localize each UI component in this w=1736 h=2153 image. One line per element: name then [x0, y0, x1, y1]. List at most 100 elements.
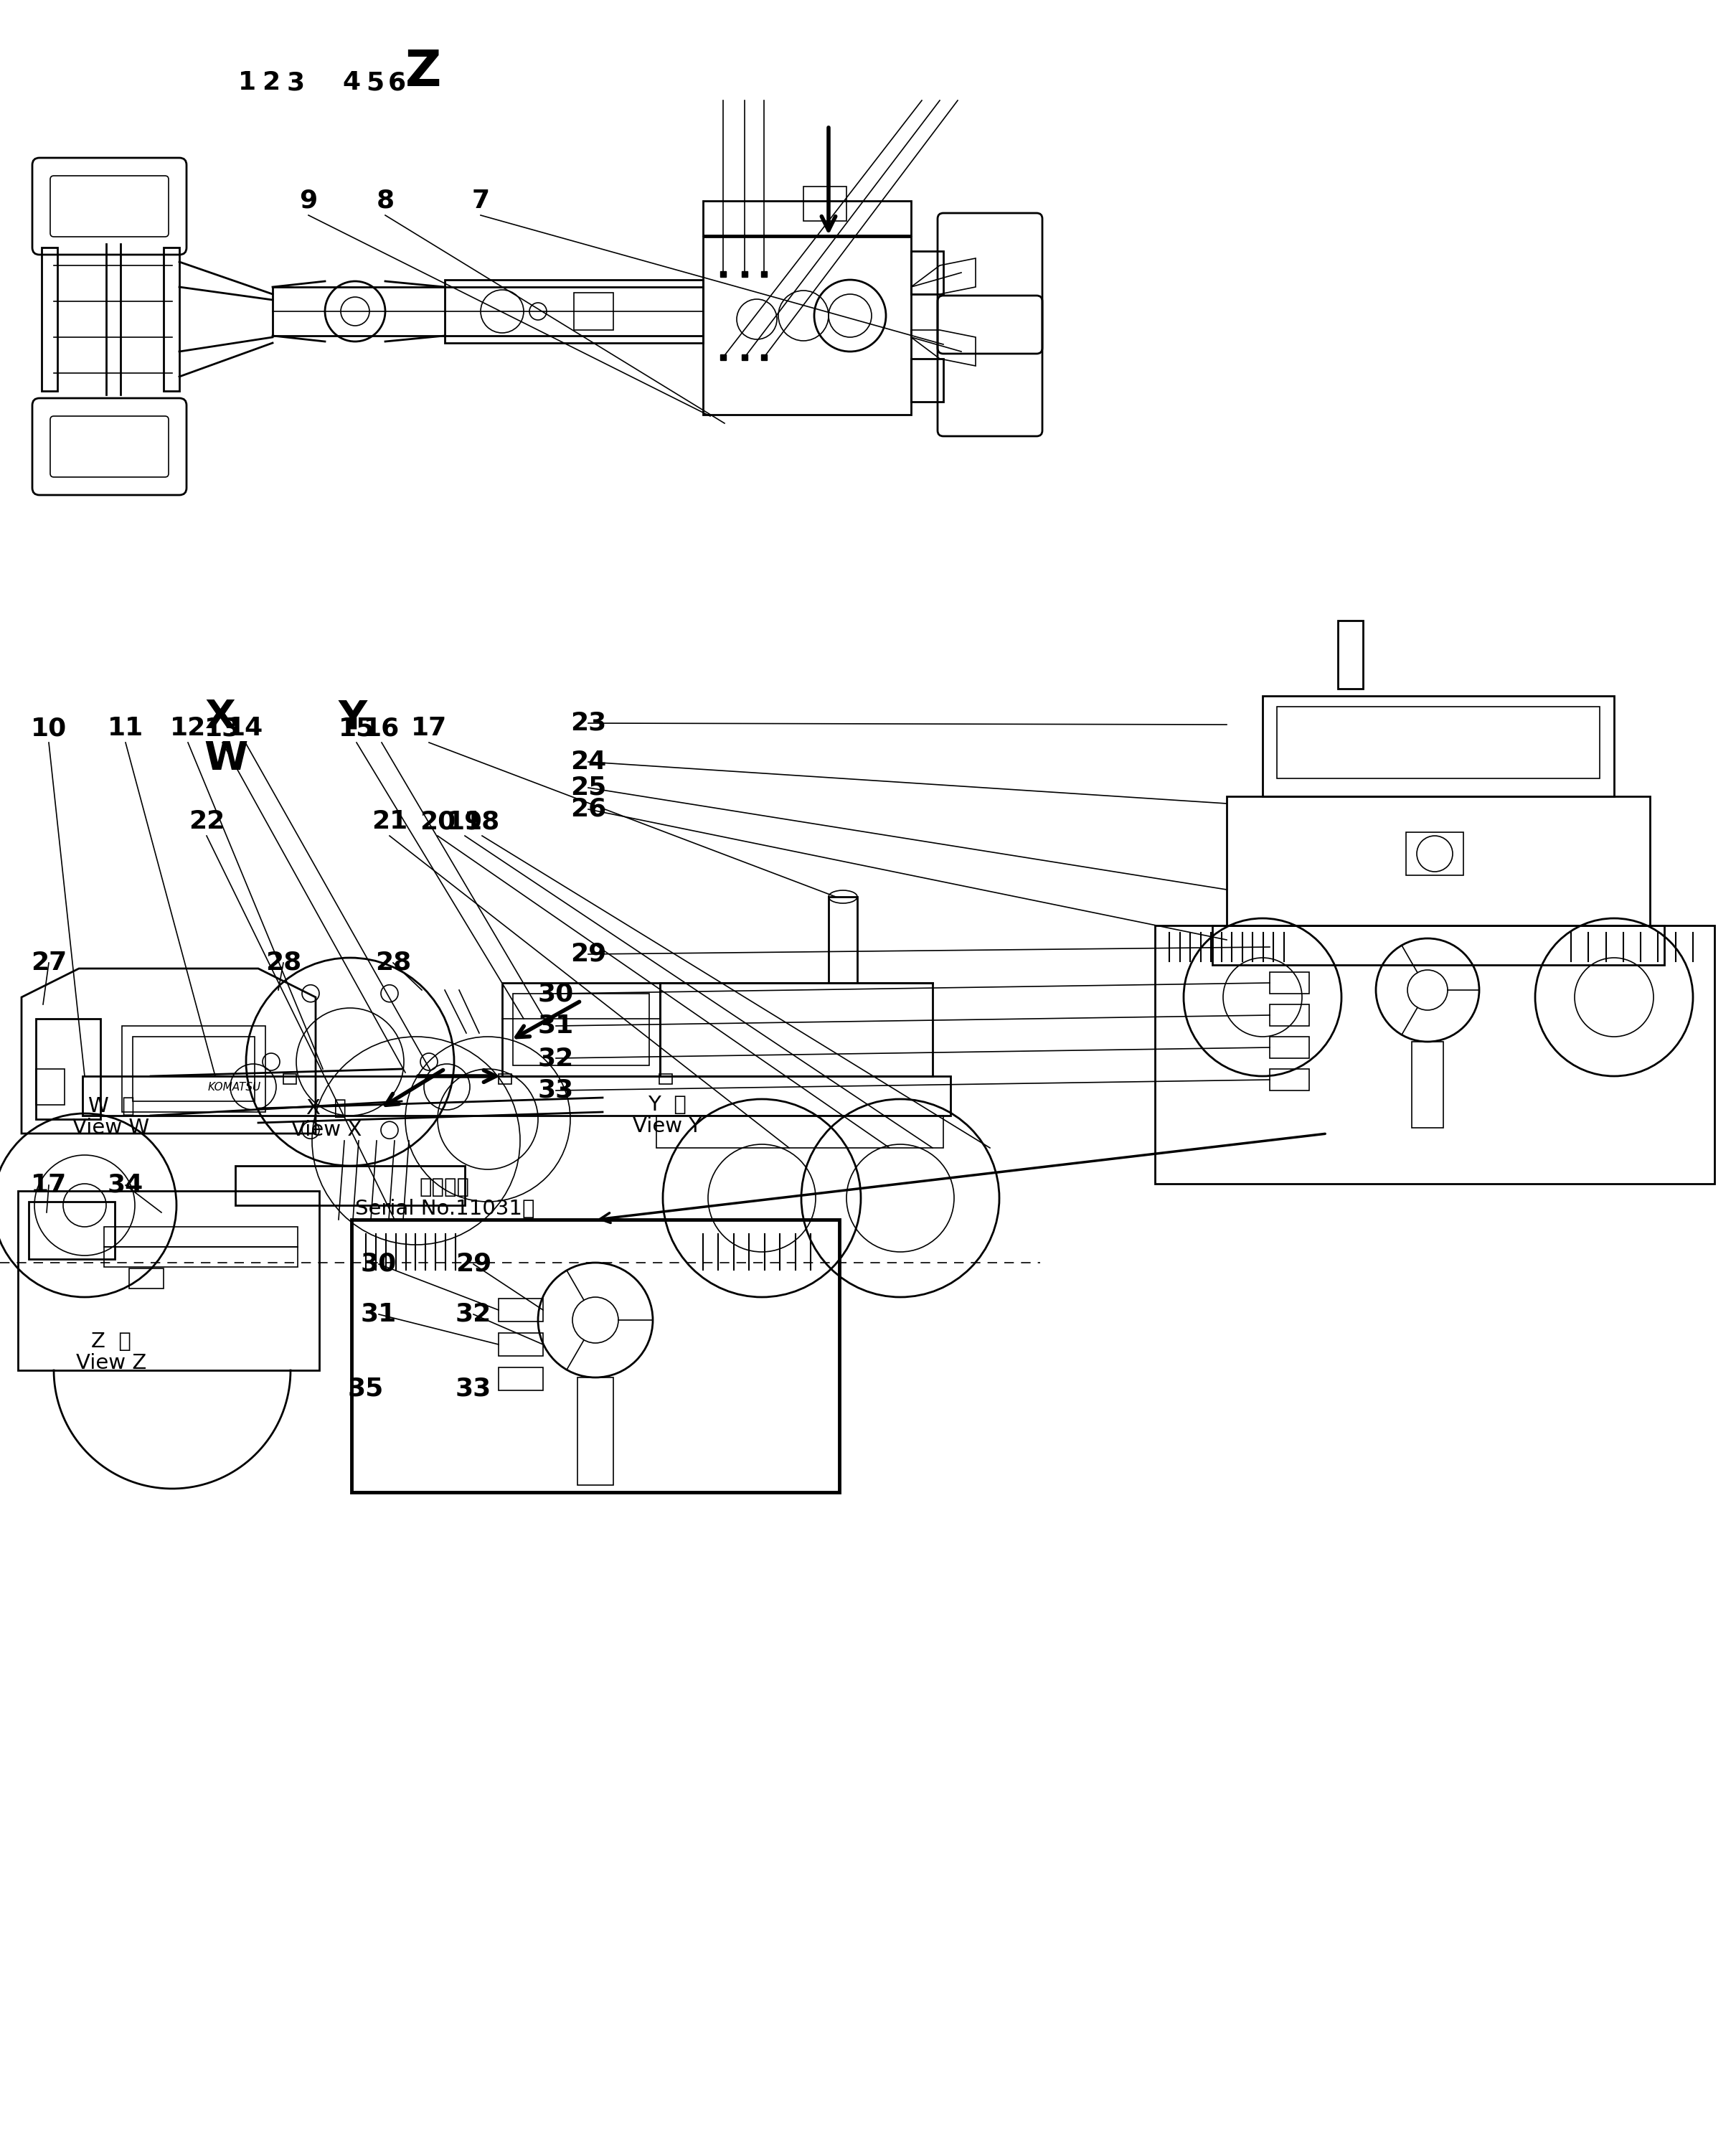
Text: 3: 3	[286, 71, 304, 95]
Text: View W: View W	[73, 1117, 149, 1137]
Bar	[104, 1247, 297, 1266]
Bar	[36, 1070, 64, 1104]
Text: 2: 2	[262, 71, 279, 95]
Bar	[512, 995, 649, 1066]
Text: 28: 28	[266, 952, 302, 975]
Bar	[128, 1268, 163, 1287]
Text: Y: Y	[339, 698, 368, 736]
Bar	[1227, 797, 1649, 926]
Bar	[1212, 926, 1665, 965]
Bar	[283, 1074, 297, 1083]
Text: View Z: View Z	[76, 1352, 146, 1374]
Text: W  視: W 視	[89, 1096, 134, 1115]
Bar	[720, 355, 726, 360]
Text: 4: 4	[342, 71, 361, 95]
Bar	[1269, 1070, 1309, 1089]
Text: 15: 15	[339, 717, 375, 741]
Bar	[660, 984, 932, 1076]
Text: 20: 20	[420, 810, 455, 833]
Bar	[1154, 926, 1715, 1184]
Text: 30: 30	[538, 982, 575, 1005]
Text: 32: 32	[455, 1303, 491, 1326]
Bar	[132, 1038, 255, 1100]
Text: 14: 14	[227, 717, 264, 741]
Text: 35: 35	[347, 1376, 384, 1399]
Bar	[42, 248, 57, 392]
Bar	[17, 1191, 319, 1369]
Bar	[760, 271, 767, 278]
Bar	[720, 271, 726, 278]
Text: 25: 25	[569, 775, 606, 801]
Text: X  視: X 視	[306, 1098, 347, 1117]
Text: 30: 30	[361, 1251, 398, 1277]
Bar	[444, 280, 703, 342]
Text: 26: 26	[569, 797, 606, 822]
Bar	[703, 200, 911, 235]
Bar	[1338, 620, 1363, 689]
Text: Y  視: Y 視	[648, 1094, 686, 1115]
Text: X: X	[205, 698, 236, 736]
Text: 23: 23	[569, 710, 606, 736]
Text: 31: 31	[538, 1014, 575, 1038]
Text: 適用号機: 適用号機	[420, 1178, 470, 1197]
Bar	[163, 248, 179, 392]
Text: 12: 12	[170, 717, 207, 741]
Bar	[578, 1378, 613, 1486]
Text: 18: 18	[464, 810, 500, 833]
Text: 13: 13	[205, 717, 240, 741]
Text: 1: 1	[238, 71, 257, 95]
Text: 21: 21	[372, 810, 408, 833]
Text: 31: 31	[361, 1303, 398, 1326]
Bar	[36, 1018, 101, 1120]
Text: 29: 29	[455, 1251, 491, 1277]
Text: View Y: View Y	[632, 1115, 701, 1137]
Bar	[1269, 973, 1309, 995]
Text: 19: 19	[446, 810, 483, 833]
Text: 17: 17	[31, 1173, 66, 1197]
Bar	[911, 252, 943, 295]
Bar	[104, 1227, 297, 1247]
Bar	[83, 1076, 951, 1115]
Text: 33: 33	[455, 1376, 491, 1399]
Bar	[804, 187, 847, 222]
Text: 29: 29	[569, 943, 606, 967]
Text: 5: 5	[366, 71, 384, 95]
Bar	[351, 1219, 838, 1492]
Bar	[1411, 1042, 1443, 1128]
Bar	[236, 1165, 465, 1206]
Text: Z: Z	[404, 47, 441, 95]
Text: 16: 16	[363, 717, 399, 741]
Bar	[122, 1027, 266, 1111]
Bar	[1269, 1005, 1309, 1027]
Bar	[656, 1115, 943, 1148]
Bar	[741, 271, 748, 278]
Bar	[498, 1367, 543, 1391]
Bar	[1269, 1038, 1309, 1059]
Text: 34: 34	[108, 1173, 144, 1197]
Bar	[498, 1298, 543, 1322]
Text: W: W	[205, 741, 248, 779]
Bar	[828, 898, 858, 984]
Bar	[30, 1201, 115, 1260]
Bar	[575, 293, 613, 329]
Text: 10: 10	[31, 717, 66, 741]
Text: 9: 9	[299, 189, 318, 213]
Text: 28: 28	[375, 952, 411, 975]
Text: Serial No.11031～: Serial No.11031～	[354, 1199, 535, 1219]
Text: View X: View X	[292, 1120, 361, 1139]
Bar	[498, 1074, 512, 1083]
Text: 22: 22	[189, 810, 224, 833]
Bar	[703, 237, 911, 416]
Text: 6: 6	[387, 71, 406, 95]
Text: 11: 11	[108, 717, 144, 741]
Bar	[273, 286, 703, 336]
Bar	[1406, 833, 1463, 876]
Bar	[1262, 695, 1614, 797]
Text: 32: 32	[538, 1046, 575, 1070]
Bar	[660, 1074, 672, 1083]
Text: 33: 33	[538, 1079, 575, 1102]
Text: 24: 24	[569, 749, 606, 775]
Text: 7: 7	[472, 189, 490, 213]
Bar	[502, 984, 660, 1076]
Text: Z  視: Z 視	[92, 1331, 132, 1352]
